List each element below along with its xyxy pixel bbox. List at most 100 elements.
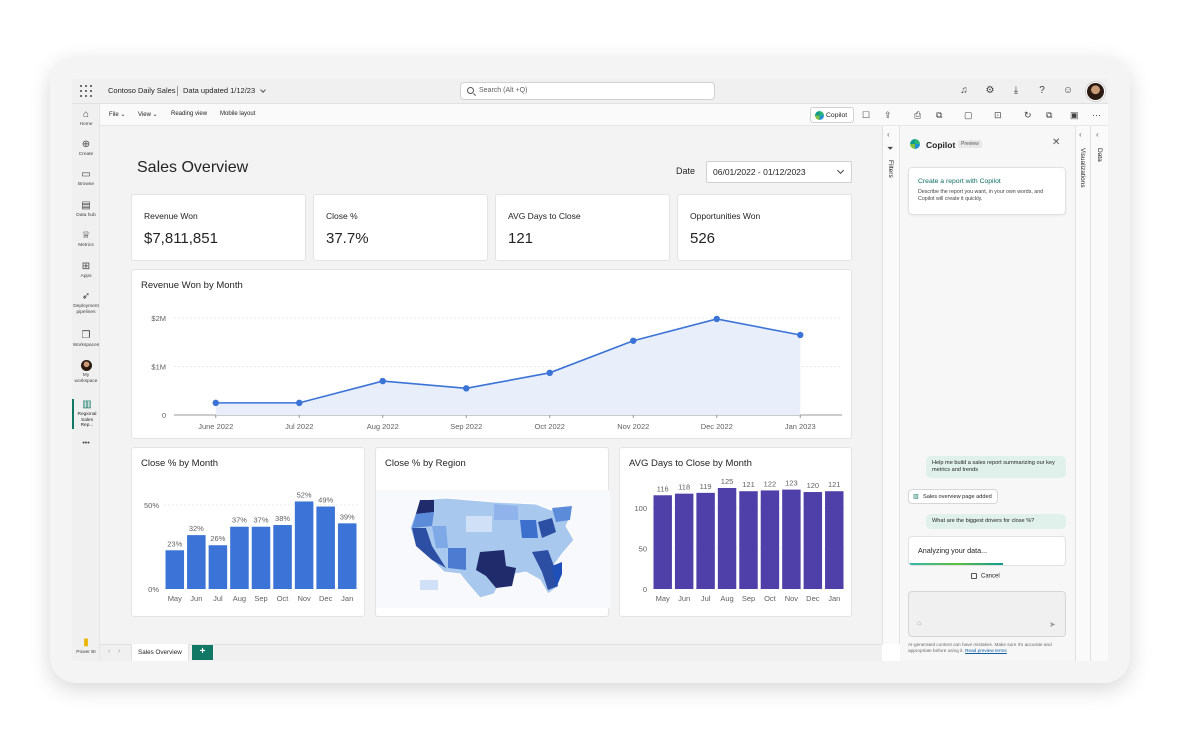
bar (825, 491, 844, 589)
avg-days-chart-card[interactable]: AVG Days to Close by Month 0 50 100 116 May 1… (619, 447, 852, 617)
close-percent-chart-card[interactable]: Close % by Month 0% 50% 23% May 32% Jun 26% Jul… (131, 447, 365, 617)
card-body: Describe the report you want, in your ow… (918, 189, 1044, 202)
nav-workspaces[interactable]: ❐ Workspaces (72, 330, 100, 348)
nav-apps[interactable]: ⊞ Apps (72, 261, 100, 280)
x-tick-label: May (656, 594, 670, 603)
chart-title: Close % by Month (141, 458, 219, 469)
data-pane[interactable]: ‹ Data (1090, 126, 1108, 661)
bookmark-icon[interactable]: ⧉ (936, 110, 943, 120)
tab-scroll-left-icon[interactable]: ‹ (108, 648, 111, 655)
comment-icon[interactable]: ☐ (862, 110, 871, 120)
app-launcher-icon[interactable] (80, 85, 92, 97)
nav-regional-sales-report[interactable]: ▥ Regional Sales Rep... (72, 399, 100, 429)
nav-create[interactable]: ⊕ Create (72, 139, 100, 158)
kpi-card-opportunities-won[interactable]: Opportunities Won 526 (677, 194, 852, 261)
kpi-card-close-percent[interactable]: Close % 37.7% (313, 194, 488, 261)
nav-home[interactable]: ⌂ Home (72, 109, 100, 128)
data-label: 37% (253, 516, 268, 525)
chart-title: Revenue Won by Month (141, 280, 243, 291)
x-tick-label: Sep (742, 594, 755, 603)
chevron-left-icon[interactable]: ‹ (1079, 130, 1082, 139)
save-icon[interactable]: ▣ (1070, 110, 1079, 120)
kpi-card-avg-days[interactable]: AVG Days to Close 121 (495, 194, 670, 261)
x-tick-label: Sep 2022 (450, 422, 482, 431)
map-region-new-york (552, 506, 572, 522)
us-map (376, 490, 610, 608)
report-icon: ▥ (82, 399, 92, 410)
menu-mobile-layout[interactable]: Mobile layout (220, 111, 256, 117)
kpi-label: Close % (326, 211, 358, 221)
help-icon[interactable]: ? (1039, 85, 1045, 96)
gear-icon[interactable]: ⚙ (985, 85, 995, 96)
y-tick-label: 0 (643, 585, 647, 594)
nav-browse[interactable]: ▭ Browse (72, 169, 100, 188)
menu-reading-view[interactable]: Reading view (171, 111, 208, 117)
x-tick-label: Jul (701, 594, 711, 603)
y-tick-label: 0 (162, 411, 166, 420)
filters-pane[interactable]: ‹ ⏷ Filters (882, 126, 900, 644)
kpi-value: 37.7% (326, 230, 369, 247)
map-region-oregon (412, 512, 434, 528)
x-tick-label: Jul 2022 (285, 422, 313, 431)
download-icon[interactable]: ⤓ (1013, 85, 1019, 96)
copilot-button[interactable]: Copilot (810, 107, 854, 123)
bar (717, 488, 737, 589)
bell-icon[interactable]: ♫ (960, 85, 968, 96)
chevron-left-icon[interactable]: ‹ (1096, 130, 1099, 139)
avatar[interactable] (1086, 82, 1105, 101)
y-tick-label: 0% (148, 585, 159, 594)
view-icon[interactable]: ⊡ (994, 110, 1002, 120)
feedback-icon[interactable]: ☺ (1062, 85, 1074, 96)
data-point (296, 399, 303, 407)
region-map-card[interactable]: Close % by Region (375, 447, 610, 617)
copilot-suggestion-card[interactable]: Create a report with Copilot Describe th… (908, 167, 1066, 215)
chevron-left-icon[interactable]: ‹ (887, 130, 890, 139)
x-tick-label: Nov 2022 (617, 422, 649, 431)
search-input[interactable]: Search (Alt +Q) (460, 82, 715, 100)
copilot-input[interactable]: ⌂ ➤ (908, 591, 1066, 637)
visualizations-label: Visualizations (1079, 148, 1086, 188)
bar (803, 492, 823, 589)
date-range-slicer[interactable]: 06/01/2022 - 01/12/2023 (706, 161, 852, 183)
close-icon[interactable]: ✕ (1052, 137, 1061, 148)
menu-view[interactable]: View ⌄ (138, 112, 158, 118)
x-tick-label: Jan (341, 594, 353, 603)
page-tab-bar (100, 644, 882, 661)
attach-icon[interactable]: ⌂ (917, 620, 922, 627)
revenue-chart-card[interactable]: Revenue Won by Month 0 $1M $2M June 2022 Jul… (131, 269, 852, 439)
visualizations-pane[interactable]: ‹ Visualizations (1075, 126, 1090, 661)
data-label: 121 (828, 480, 841, 489)
search-placeholder: Search (Alt +Q) (479, 87, 528, 94)
tab-sales-overview[interactable]: Sales Overview (131, 644, 189, 661)
map-region-texas (476, 550, 516, 588)
nav-deployment-pipelines[interactable]: ➶ Deployment pipelines (73, 291, 99, 315)
data-point (463, 385, 470, 392)
more-icon[interactable]: ••• (82, 440, 90, 447)
menu-file[interactable]: File ⌄ (109, 112, 126, 118)
avg-days-bar-chart: 0 50 100 116 May 118 Jun 119 Jul 125 Aug 121 Sep 122 O… (634, 477, 845, 603)
copilot-title: Copilot (926, 140, 956, 150)
page-added-pill[interactable]: ▥ Sales overview page added (908, 489, 998, 504)
preview-terms-link[interactable]: Read preview terms (965, 648, 1007, 653)
nav-data-hub[interactable]: ▤ Data hub (72, 200, 100, 219)
refresh-icon[interactable]: ↻ (1024, 110, 1032, 120)
tab-scroll-right-icon[interactable]: › (118, 648, 121, 655)
bar (251, 526, 271, 589)
data-label: 119 (700, 482, 712, 491)
data-point (797, 331, 804, 339)
kpi-card-revenue-won[interactable]: Revenue Won $7,811,851 (131, 194, 306, 261)
data-updated[interactable]: Data updated 1/12/23 (183, 86, 256, 95)
share-icon[interactable]: ⇪ (884, 110, 892, 120)
chat-icon[interactable]: ▢ (964, 110, 973, 120)
nav-metrics[interactable]: ♕ Metrics (72, 230, 100, 249)
nav-my-workspace[interactable]: My workspace (72, 360, 100, 384)
duplicate-icon[interactable]: ⧉ (1046, 110, 1053, 120)
send-icon[interactable]: ➤ (1049, 620, 1056, 629)
report-name[interactable]: Contoso Daily Sales (108, 86, 176, 95)
cancel-button[interactable]: Cancel (971, 573, 1000, 580)
add-page-button[interactable]: + (192, 645, 213, 660)
more-options-icon[interactable]: ⋯ (1092, 110, 1101, 120)
bar (208, 545, 228, 589)
avatar (80, 360, 92, 371)
export-icon[interactable]: ⎙ (914, 110, 922, 120)
